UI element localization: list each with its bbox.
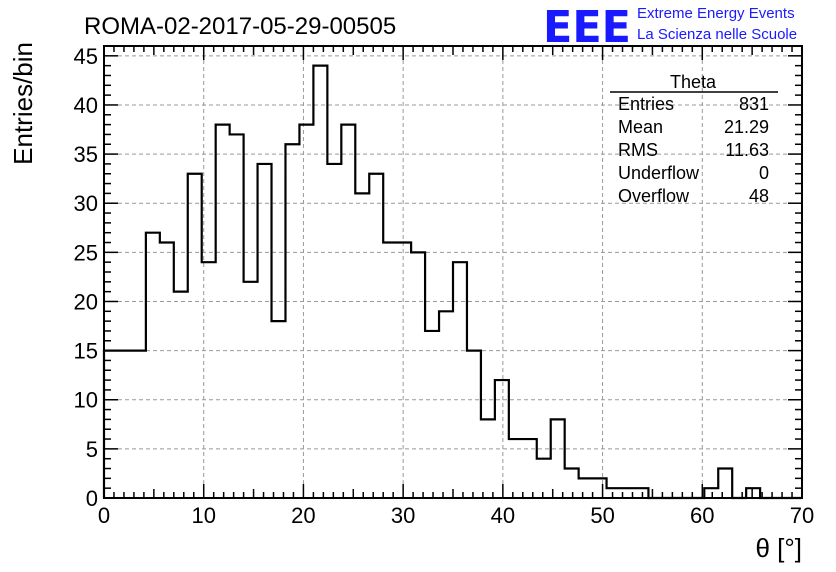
stats-box-title: Theta [670,72,717,92]
chart-title: ROMA-02-2017-05-29-00505 [84,13,396,40]
x-tick-label: 60 [690,503,714,528]
x-tick-labels: 0 10 20 30 40 50 60 70 [98,503,814,528]
stats-row-value: 48 [749,186,769,206]
y-tick-label: 0 [86,486,98,511]
y-axis-title: Entries/bin [8,42,38,165]
stats-row-label: Mean [618,117,663,137]
y-tick-label: 25 [74,240,98,265]
eee-logo-letters: EEE [543,2,631,53]
stats-row-label: Entries [618,94,674,114]
stats-box: Theta Entries 831 Mean 21.29 RMS 11.63 Underfl… [610,72,778,206]
y-tick-label: 30 [74,191,98,216]
grid-lines [104,46,802,498]
y-tick-labels: 0 5 10 15 20 25 30 35 40 45 [74,44,98,511]
y-tick-label: 20 [74,289,98,314]
stats-row-value: 0 [759,163,769,183]
stats-row-label: RMS [618,140,658,160]
x-axis-title: θ [°] [755,533,802,563]
stats-row-label: Overflow [618,186,690,206]
x-tick-label: 0 [98,503,110,528]
x-tick-label: 70 [790,503,814,528]
x-tick-label: 10 [191,503,215,528]
y-tick-label: 5 [86,437,98,462]
y-tick-label: 10 [74,388,98,413]
histogram-outline [102,64,802,500]
axis-ticks [103,45,803,499]
eee-logo-line2: La Scienza nelle Scuole [637,26,797,43]
eee-logo: EEE Extreme Energy Events La Scienza nel… [543,2,797,53]
x-tick-label: 20 [291,503,315,528]
x-tick-label: 50 [590,503,614,528]
y-tick-label: 35 [74,142,98,167]
eee-logo-line1: Extreme Energy Events [637,5,795,22]
stats-box-rows: Entries 831 Mean 21.29 RMS 11.63 Underflow 0 Ove… [618,94,769,206]
y-tick-label: 45 [74,44,98,69]
stats-row-value: 21.29 [724,117,769,137]
x-tick-label: 30 [391,503,415,528]
stats-row-label: Underflow [618,163,700,183]
x-tick-label: 40 [491,503,515,528]
y-tick-label: 15 [74,339,98,364]
stats-row-value: 831 [739,94,769,114]
stats-row-value: 11.63 [725,140,769,160]
y-tick-label: 40 [74,93,98,118]
